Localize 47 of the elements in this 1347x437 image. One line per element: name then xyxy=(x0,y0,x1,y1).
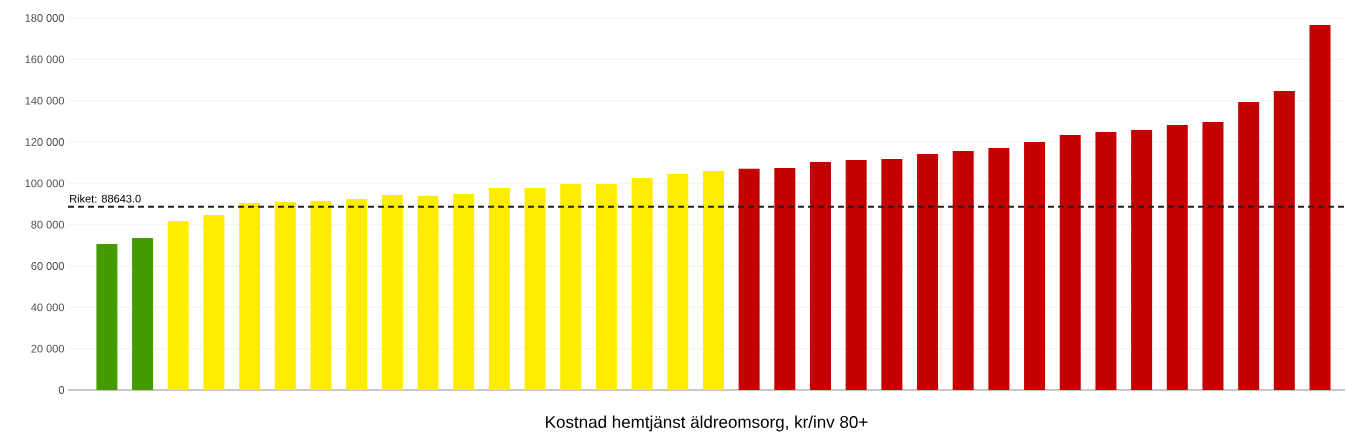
bar xyxy=(167,220,189,390)
bar xyxy=(1273,90,1295,390)
bar xyxy=(809,162,831,390)
y-tick-label: 180 000 xyxy=(25,14,65,22)
bar xyxy=(488,188,510,390)
bar xyxy=(381,195,403,390)
bar xyxy=(132,238,154,390)
bar xyxy=(524,188,546,390)
bar xyxy=(1059,134,1081,390)
y-tick-label: 80 000 xyxy=(31,220,65,229)
bar xyxy=(1309,25,1331,390)
bar xyxy=(738,168,760,390)
bar xyxy=(417,195,439,390)
bar xyxy=(774,168,796,390)
y-tick-label: 60 000 xyxy=(31,262,65,270)
bar xyxy=(1131,130,1153,390)
bar xyxy=(239,202,261,390)
bar xyxy=(96,244,118,390)
y-tick-label: 20 000 xyxy=(31,344,65,353)
y-tick-label: 100 000 xyxy=(25,179,65,188)
bar xyxy=(631,177,653,390)
x-axis-title: Kostnad hemtjänst äldreomsorg, kr/inv 80+ xyxy=(546,415,868,432)
bar xyxy=(988,147,1010,390)
bar xyxy=(952,150,974,390)
bar xyxy=(274,201,296,390)
bar xyxy=(560,183,582,390)
bar xyxy=(845,159,867,390)
y-tick-label: 140 000 xyxy=(25,96,65,105)
bar xyxy=(1166,125,1188,390)
bar xyxy=(346,199,368,390)
bar xyxy=(667,174,689,390)
bar xyxy=(453,194,475,390)
y-tick-label: 120 000 xyxy=(25,138,65,146)
bar xyxy=(595,183,617,390)
bar xyxy=(1024,142,1046,390)
bar xyxy=(917,153,939,390)
bar xyxy=(310,201,332,390)
bar xyxy=(203,214,225,390)
bar xyxy=(1202,121,1224,390)
bar xyxy=(881,158,903,390)
bar xyxy=(702,170,724,390)
y-tick-label: 0 xyxy=(58,386,65,394)
y-tick-label: 160 000 xyxy=(25,55,65,64)
bar xyxy=(1238,101,1260,390)
ref-line-label: Riket: 88643.0 xyxy=(70,194,141,203)
bar xyxy=(1095,132,1117,390)
y-tick-label: 40 000 xyxy=(31,303,65,312)
